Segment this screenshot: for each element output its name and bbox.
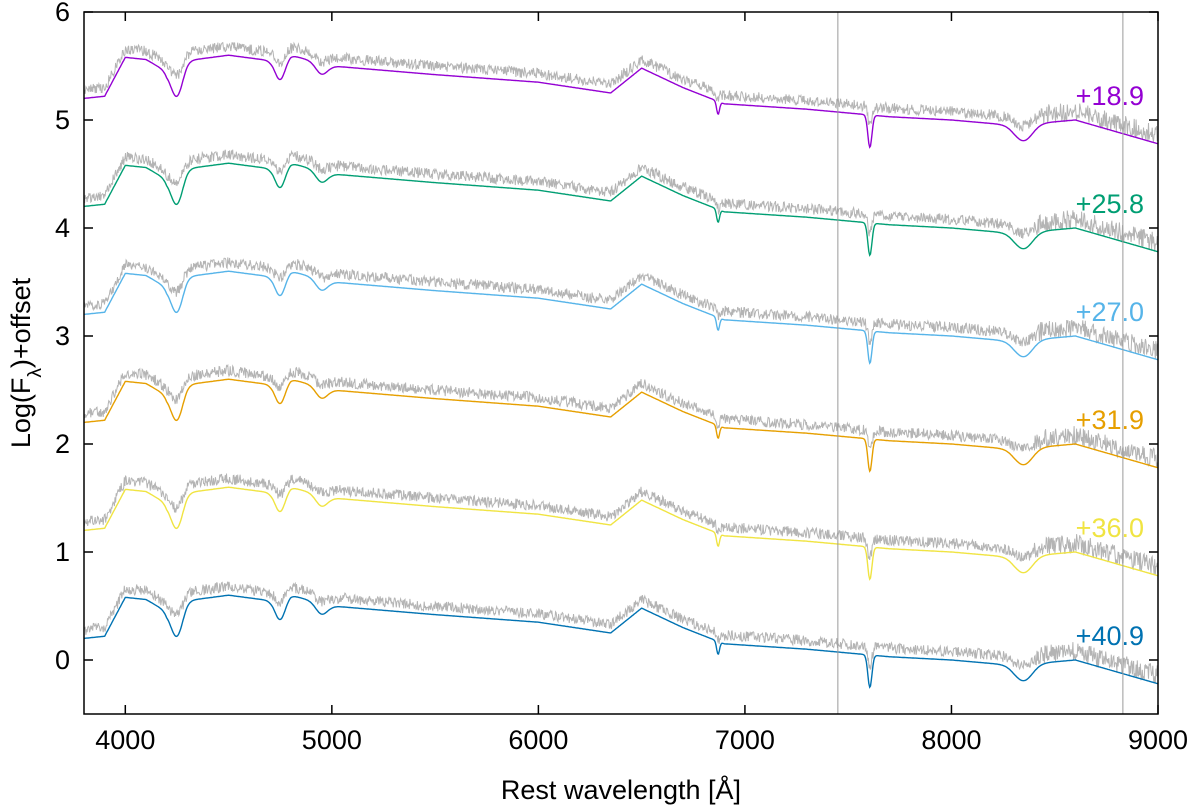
- model-spectra: [83, 54, 1159, 689]
- observed-spectrum-line: [83, 581, 1159, 684]
- x-tick-label: 9000: [1128, 725, 1188, 755]
- epoch-labels: +18.9 +25.8 +27.0 +31.9 +36.0 +40.9: [1076, 81, 1144, 651]
- y-tick-label: 5: [55, 105, 70, 135]
- epoch-label: +18.9: [1076, 81, 1144, 111]
- observed-spectrum-line: [83, 149, 1159, 253]
- epoch-label: +31.9: [1076, 405, 1144, 435]
- model-spectrum-line: [83, 486, 1159, 581]
- epoch-label: +25.8: [1076, 189, 1144, 219]
- observed-spectrum-line: [83, 257, 1159, 360]
- y-tick-label: 6: [55, 0, 70, 27]
- epoch-label: +36.0: [1076, 513, 1144, 543]
- plot-frame: [83, 11, 1159, 715]
- model-spectrum-line: [83, 378, 1159, 473]
- observed-spectrum-line: [83, 473, 1159, 575]
- x-tick-label: 5000: [302, 725, 362, 755]
- y-axis-title: Log(Fλ)+offset: [6, 277, 46, 448]
- y-ticks: 0 1 2 3 4 5 6: [55, 0, 1158, 675]
- model-spectrum-line: [83, 54, 1159, 149]
- model-spectrum-line: [83, 162, 1159, 257]
- y-tick-label: 3: [55, 321, 70, 351]
- x-tick-label: 8000: [921, 725, 981, 755]
- telluric-markers: [837, 12, 1124, 714]
- model-spectrum-line: [83, 270, 1159, 365]
- epoch-label: +27.0: [1076, 297, 1144, 327]
- x-tick-label: 4000: [95, 725, 155, 755]
- x-tick-label: 7000: [715, 725, 775, 755]
- epoch-label: +40.9: [1076, 621, 1144, 651]
- x-tick-label: 6000: [508, 725, 568, 755]
- y-tick-label: 2: [55, 429, 70, 459]
- observed-spectra: [83, 41, 1159, 684]
- y-tick-label: 4: [55, 213, 70, 243]
- observed-spectrum-line: [83, 363, 1159, 469]
- model-spectrum-line: [83, 594, 1159, 689]
- y-tick-label: 1: [55, 537, 70, 567]
- x-ticks: 4000 5000 6000 7000 8000 9000: [95, 12, 1188, 755]
- y-tick-label: 0: [55, 645, 70, 675]
- x-axis-title: Rest wavelength [Å]: [501, 774, 741, 805]
- observed-spectrum-line: [83, 41, 1159, 142]
